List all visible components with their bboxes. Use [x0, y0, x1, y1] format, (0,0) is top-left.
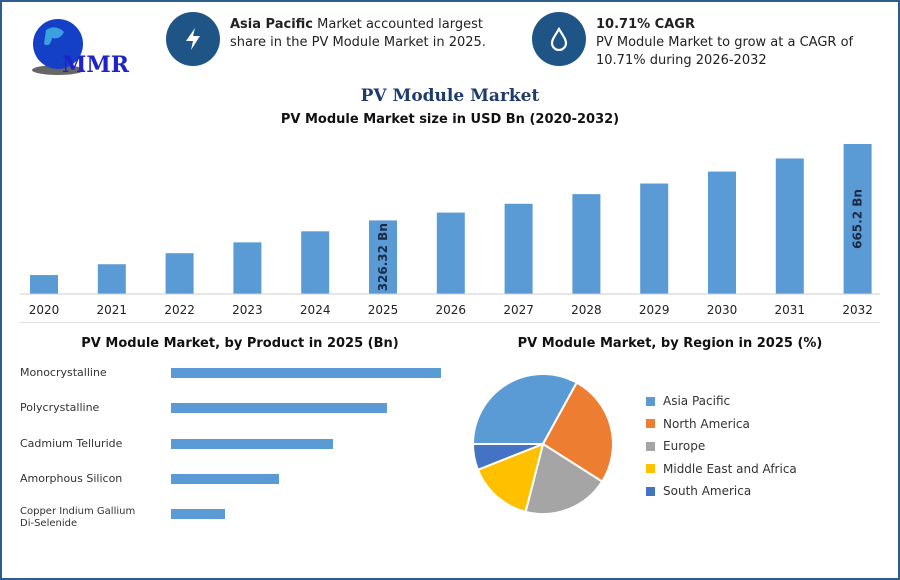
legend-item: Middle East and Africa	[646, 458, 797, 481]
pie-legend: Asia Pacific North America Europe Middle Ea…	[646, 390, 797, 503]
bar-2029	[640, 183, 669, 294]
category-label: Cadmium Telluride	[20, 436, 123, 450]
product-chart-title: PV Module Market, by Product in 2025 (Bn…	[81, 336, 399, 351]
bar-2022	[165, 253, 194, 294]
legend-label: North America	[663, 416, 750, 431]
bar-amorphous-silicon	[171, 473, 279, 484]
legend-item: Asia Pacific	[646, 390, 797, 413]
x-tick-label: 2029	[639, 303, 670, 317]
legend-label: Europe	[663, 439, 706, 454]
slice-south-america	[471, 443, 544, 472]
slice-europe	[524, 442, 604, 515]
x-tick-label: 2027	[503, 303, 534, 317]
x-tick-label: 2028	[571, 303, 602, 317]
region-pie-chart	[471, 373, 614, 515]
x-tick-label: 2023	[232, 303, 263, 317]
info-cagr: 10.71% CAGR PV Module Market to grow at a…	[532, 12, 866, 70]
category-label: Monocrystalline	[20, 366, 107, 379]
legend-swatch	[646, 441, 655, 451]
svg-text:MMR: MMR	[62, 52, 130, 78]
legend-swatch	[646, 419, 655, 429]
bar-chart-title: PV Module Market size in USD Bn (2020-20…	[280, 112, 620, 127]
x-tick-label: 2020	[29, 303, 60, 317]
legend-swatch	[646, 396, 655, 406]
page-title: PV Module Market	[360, 86, 540, 106]
drop-icon	[532, 12, 586, 66]
x-tick-label: 2021	[97, 303, 128, 317]
x-tick-label: 2024	[300, 303, 331, 317]
bar-2030	[708, 171, 736, 294]
bar-2024	[301, 231, 330, 294]
region-chart-title: PV Module Market, by Region in 2025 (%)	[517, 336, 823, 351]
bar-2031	[775, 158, 804, 294]
bar-copper-indium-gallium-di-selenide	[171, 509, 225, 520]
info2-bold: 10.71% CAGR	[596, 17, 695, 32]
category-label: Polycrystalline	[20, 401, 100, 415]
bar-2020	[30, 275, 58, 294]
legend-swatch	[646, 464, 655, 474]
slice-north-america	[541, 381, 614, 483]
legend-item: Europe	[646, 435, 797, 458]
lightning-icon	[166, 12, 220, 66]
bar-2032	[843, 144, 872, 294]
x-tick-label: 2022	[164, 303, 195, 317]
x-tick-label: 2032	[842, 303, 873, 317]
bar-2028	[572, 194, 601, 294]
info2-text: PV Module Market to grow at a CAGR of 10…	[596, 35, 854, 68]
bar-monocrystalline	[171, 368, 441, 378]
slice-asia-pacific	[471, 373, 579, 445]
category-label: Amorphous Silicon	[20, 471, 123, 485]
legend-item: South America	[646, 480, 797, 503]
bar-cadmium-telluride	[171, 438, 333, 449]
info1-text: Market accounted largest share in the PV…	[230, 17, 486, 50]
bar-2021	[97, 264, 126, 294]
bar-polycrystalline	[171, 403, 387, 414]
x-tick-label: 2031	[775, 303, 806, 317]
slice-middle-east-and-africa	[476, 442, 545, 514]
legend-label: Middle East and Africa	[663, 461, 797, 476]
market-size-chart: 2020 2021 2022 2023 2024 2025 326.32 Bn 2026 202…	[20, 144, 880, 317]
bar-2026	[436, 212, 465, 294]
bar-2023	[233, 242, 262, 294]
legend-swatch	[646, 486, 655, 496]
legend-item: North America	[646, 413, 797, 436]
x-tick-label: 2026	[436, 303, 467, 317]
data-label: 326.32 Bn	[376, 223, 390, 291]
bar-2025	[369, 220, 397, 294]
x-tick-label: 2025	[368, 303, 399, 317]
mmr-logo: MMR	[18, 12, 138, 80]
bar-2027	[504, 203, 533, 294]
info1-bold: Asia Pacific	[230, 17, 314, 32]
legend-label: Asia Pacific	[663, 394, 731, 409]
data-label: 665.2 Bn	[851, 189, 865, 249]
category-label: Copper Indium Gallium Di-Selenide	[20, 506, 136, 530]
info-asia-pacific: Asia Pacific Market accounted largest sh…	[166, 12, 520, 66]
x-tick-label: 2030	[707, 303, 738, 317]
legend-label: South America	[663, 484, 752, 499]
